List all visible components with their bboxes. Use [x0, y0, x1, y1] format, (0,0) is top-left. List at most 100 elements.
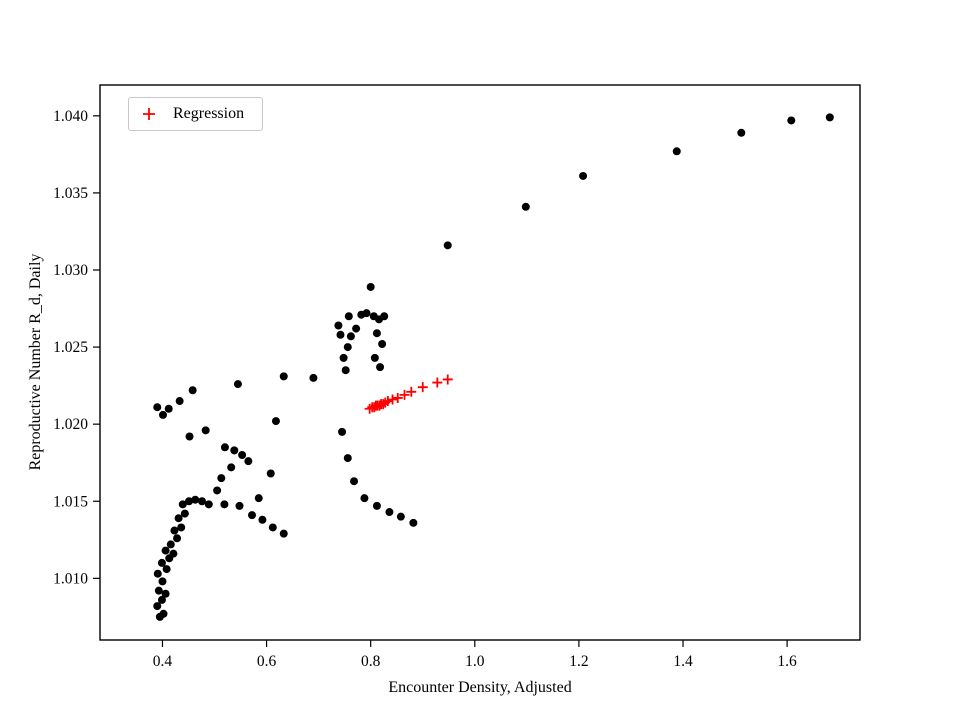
data-point [352, 324, 361, 333]
data-point [153, 403, 162, 412]
regression-point [432, 377, 443, 388]
data-point [213, 486, 222, 495]
data-point [376, 363, 385, 372]
x-tick-label: 0.8 [361, 653, 381, 670]
data-point [166, 540, 175, 549]
legend: Regression [128, 97, 264, 131]
data-point [370, 353, 379, 362]
y-tick-label: 1.030 [53, 262, 88, 279]
data-point [217, 474, 226, 483]
data-point [235, 501, 244, 510]
data-point [372, 329, 381, 338]
data-point [230, 446, 239, 455]
data-point [366, 282, 375, 291]
data-point [178, 500, 187, 509]
data-point [220, 500, 229, 509]
regression-plus-icon [141, 106, 157, 122]
data-point [339, 353, 348, 362]
data-point [233, 380, 242, 389]
y-tick-label: 1.020 [53, 416, 88, 433]
data-point [350, 477, 359, 486]
x-tick-label: 1.6 [777, 653, 797, 670]
data-point [672, 147, 681, 156]
data-point [161, 589, 170, 598]
data-point [175, 397, 184, 406]
data-point [173, 534, 182, 543]
data-point [185, 497, 194, 506]
x-tick-label: 1.2 [569, 653, 588, 670]
data-point [360, 494, 369, 503]
data-point [191, 495, 200, 504]
data-point [737, 128, 746, 137]
data-point [158, 577, 167, 586]
data-point [238, 451, 247, 459]
y-tick-label: 1.035 [53, 185, 88, 202]
data-point [174, 514, 183, 523]
data-point [378, 340, 387, 348]
data-point [336, 330, 345, 339]
data-point [244, 457, 253, 466]
data-point [266, 469, 275, 478]
data-point [271, 417, 280, 426]
data-point [248, 511, 256, 520]
y-tick-label: 1.025 [53, 339, 88, 356]
data-point [341, 366, 350, 375]
x-tick-label: 1.4 [673, 653, 693, 670]
data-point [579, 171, 588, 180]
data-point [409, 518, 418, 527]
data-point [162, 565, 171, 574]
data-point [254, 494, 263, 503]
regression-point [406, 386, 417, 397]
data-point [268, 523, 277, 532]
data-point [157, 558, 166, 567]
y-tick-label: 1.015 [53, 493, 88, 510]
data-point [158, 410, 167, 419]
x-axis-label: Encounter Density, Adjusted [388, 679, 572, 696]
regression-point [382, 396, 393, 407]
data-point [338, 427, 347, 436]
data-point [279, 529, 288, 538]
regression-point [392, 392, 403, 403]
data-point [396, 512, 405, 521]
data-point [154, 586, 163, 595]
data-point [309, 373, 318, 382]
data-point [153, 569, 162, 578]
data-point [204, 500, 213, 509]
data-point [380, 312, 389, 321]
data-point [201, 426, 210, 435]
regression-point [387, 394, 398, 405]
data-point [188, 386, 197, 395]
data-point [346, 332, 355, 341]
data-point [343, 343, 352, 352]
data-point [185, 432, 194, 441]
x-tick-label: 0.4 [153, 653, 173, 670]
data-point [372, 501, 381, 510]
data-point [385, 508, 394, 517]
data-point [180, 509, 189, 518]
x-tick-label: 0.6 [257, 653, 277, 670]
data-point [334, 321, 343, 330]
regression-point [399, 389, 410, 400]
data-point [825, 113, 834, 122]
y-axis-label: Reproductive Number R_d, Daily [27, 253, 44, 471]
data-point [227, 463, 236, 472]
data-point [177, 523, 186, 532]
legend-label: Regression [173, 105, 245, 122]
data-point [362, 309, 371, 318]
y-tick-label: 1.010 [53, 570, 88, 587]
data-point [153, 602, 162, 611]
data-point [220, 443, 229, 452]
axes-frame [99, 84, 861, 641]
data-point [258, 515, 267, 524]
regression-point [442, 374, 453, 385]
data-point [443, 241, 452, 250]
data-point [170, 526, 179, 535]
data-point [157, 595, 166, 604]
regression-point [417, 382, 428, 393]
data-point [344, 312, 353, 321]
data-point [159, 609, 168, 618]
data-point [198, 497, 207, 506]
data-point [164, 404, 173, 413]
